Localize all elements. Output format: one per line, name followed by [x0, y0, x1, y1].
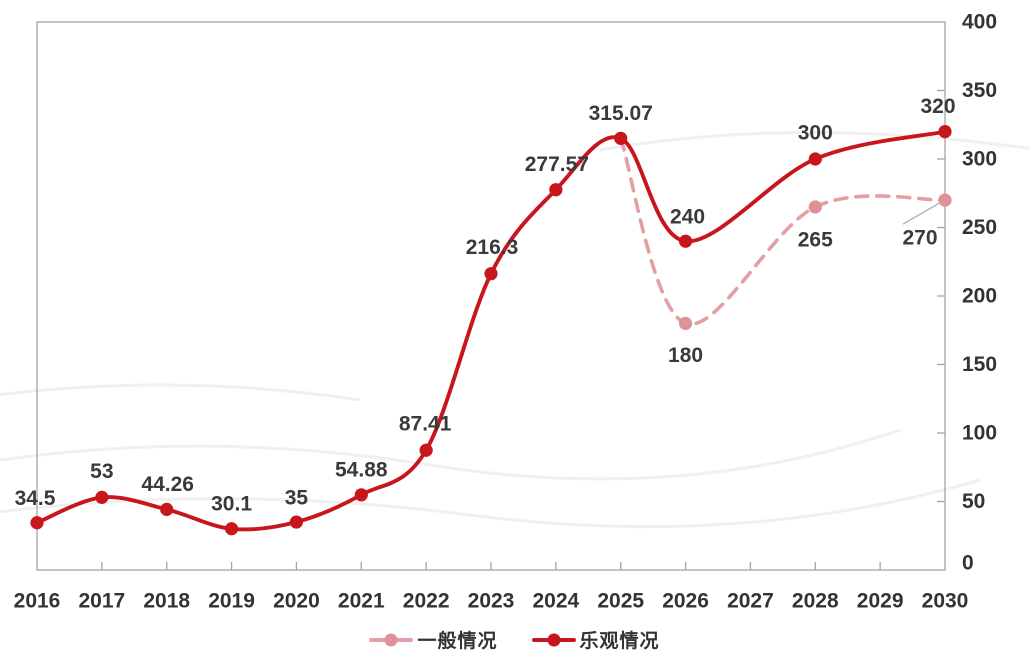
background-watermark-arc	[599, 131, 1029, 152]
data-point-label: 216.3	[466, 236, 519, 259]
data-point-label: 320	[920, 95, 955, 118]
x-axis-label: 2030	[922, 590, 969, 613]
x-axis-label: 2017	[78, 590, 125, 613]
data-point-marker	[808, 152, 822, 166]
data-point-marker	[678, 316, 693, 330]
data-point-label: 30.1	[211, 492, 252, 515]
background-watermark-arc	[0, 383, 361, 402]
chart-legend: 一般情况 乐观情况	[0, 626, 1029, 653]
x-axis-label: 2018	[143, 590, 190, 613]
background-watermark-arc	[0, 428, 901, 481]
x-axis-label: 2024	[532, 590, 579, 613]
y-axis-label: 300	[962, 148, 997, 171]
legend-label-general: 一般情况	[417, 631, 498, 652]
data-point-label: 315.07	[589, 102, 653, 125]
data-point-marker	[614, 131, 628, 145]
data-point-marker	[938, 125, 952, 139]
x-axis-label: 2020	[273, 590, 320, 613]
y-axis-label: 150	[962, 353, 997, 376]
y-axis-label: 200	[962, 285, 997, 308]
data-point-marker	[160, 502, 174, 516]
data-point-label: 34.5	[15, 487, 56, 510]
label-leader-line	[902, 201, 942, 225]
data-point-label: 240	[670, 206, 705, 229]
data-point-marker	[484, 267, 498, 281]
x-axis-label: 2022	[403, 590, 450, 613]
data-point-marker	[549, 183, 563, 197]
data-point-label: 53	[90, 460, 113, 483]
data-point-label: 44.26	[141, 473, 194, 496]
data-point-label: 270	[902, 227, 937, 250]
data-point-label: 265	[798, 228, 833, 251]
x-axis-label: 2026	[662, 590, 709, 613]
y-axis-label: 100	[962, 422, 997, 445]
y-axis-label: 400	[962, 11, 997, 34]
x-axis-label: 2029	[857, 590, 904, 613]
data-point-marker	[95, 490, 109, 504]
x-axis-label: 2019	[208, 590, 255, 613]
x-axis-label: 2016	[14, 590, 61, 613]
data-point-label: 300	[798, 122, 833, 145]
x-axis-label: 2028	[792, 590, 839, 613]
x-axis-label: 2025	[597, 590, 644, 613]
y-axis-label: 50	[962, 490, 985, 513]
data-point-marker	[354, 488, 368, 502]
x-axis-label: 2023	[468, 590, 515, 613]
y-axis-label: 350	[962, 79, 997, 102]
y-axis-label: 0	[962, 552, 974, 575]
data-point-marker	[30, 516, 44, 530]
legend-line-marker-icon	[369, 633, 414, 646]
x-axis-label: 2027	[727, 590, 774, 613]
legend-item-optimistic: 乐观情况	[531, 626, 660, 653]
data-point-label: 54.88	[335, 458, 388, 481]
data-point-marker	[808, 200, 822, 214]
y-axis-label: 250	[962, 216, 997, 239]
legend-line-marker-icon	[531, 633, 576, 646]
series-line-optimistic	[35, 129, 947, 532]
data-point-label: 277.57	[525, 153, 589, 176]
legend-item-general: 一般情况	[369, 626, 497, 653]
legend-label-optimistic: 乐观情况	[579, 631, 660, 652]
data-point-label: 35	[285, 487, 309, 510]
data-point-marker	[224, 522, 239, 536]
data-point-marker	[419, 443, 433, 457]
data-point-marker	[289, 515, 304, 529]
x-axis-label: 2021	[338, 590, 385, 613]
data-point-label: 87.41	[399, 413, 452, 436]
data-point-label: 180	[668, 344, 703, 367]
data-point-marker	[938, 193, 952, 207]
series-line-general	[618, 136, 947, 326]
data-point-marker	[678, 234, 693, 248]
